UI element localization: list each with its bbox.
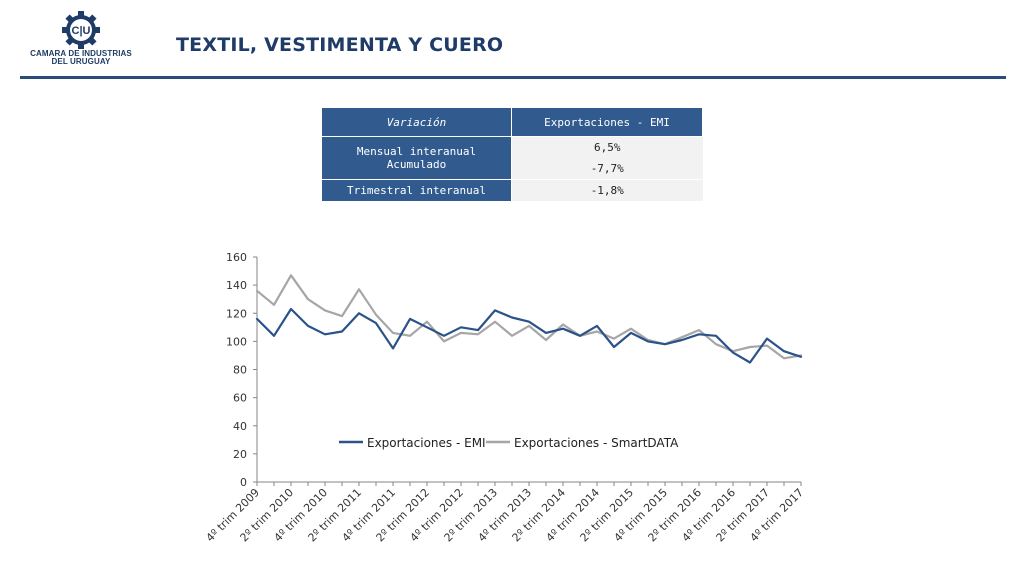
legend-label: Exportaciones - EMI	[367, 436, 486, 450]
y-tick-label: 100	[226, 335, 247, 348]
page-title: TEXTIL, VESTIMENTA Y CUERO	[176, 34, 504, 56]
y-tick-label: 40	[233, 420, 247, 433]
y-tick-label: 120	[226, 307, 247, 320]
summary-table: Variación Exportaciones - EMI Mensual in…	[321, 107, 703, 201]
table-header-exportaciones: Exportaciones - EMI	[511, 107, 703, 137]
row-value: 6,5%	[511, 136, 703, 158]
table-header-variacion: Variación	[321, 107, 512, 137]
logo-mark: C|U	[72, 25, 91, 37]
row-label: Mensual interanual	[321, 136, 512, 158]
table-row: Mensual interanual 6,5%	[321, 136, 703, 158]
y-tick-label: 80	[233, 364, 247, 377]
y-tick-label: 140	[226, 279, 247, 292]
row-value: -1,8%	[511, 179, 703, 201]
org-name: CAMARA DE INDUSTRIAS DEL URUGUAY	[22, 50, 140, 66]
row-label: Acumulado	[321, 158, 512, 180]
table-header-row: Variación Exportaciones - EMI	[321, 107, 703, 137]
y-tick-label: 160	[226, 251, 247, 264]
y-tick-label: 20	[233, 448, 247, 461]
gear-icon: C|U	[62, 11, 100, 49]
y-tick-label: 0	[240, 476, 247, 489]
legend-label: Exportaciones - SmartDATA	[514, 436, 679, 450]
logo: C|U CAMARA DE INDUSTRIAS DEL URUGUAY	[22, 10, 140, 66]
header-divider	[20, 76, 1006, 79]
y-tick-label: 60	[233, 392, 247, 405]
org-name-line2: DEL URUGUAY	[51, 57, 111, 66]
table-row: Acumulado -7,7%	[321, 158, 703, 180]
series-line-0	[255, 307, 803, 364]
table-row: Trimestral interanual -1,8%	[321, 179, 703, 201]
row-label: Trimestral interanual	[321, 179, 512, 201]
series-line-1	[255, 274, 803, 360]
org-name-line1: CAMARA DE INDUSTRIAS	[30, 49, 132, 58]
row-value: -7,7%	[511, 158, 703, 180]
